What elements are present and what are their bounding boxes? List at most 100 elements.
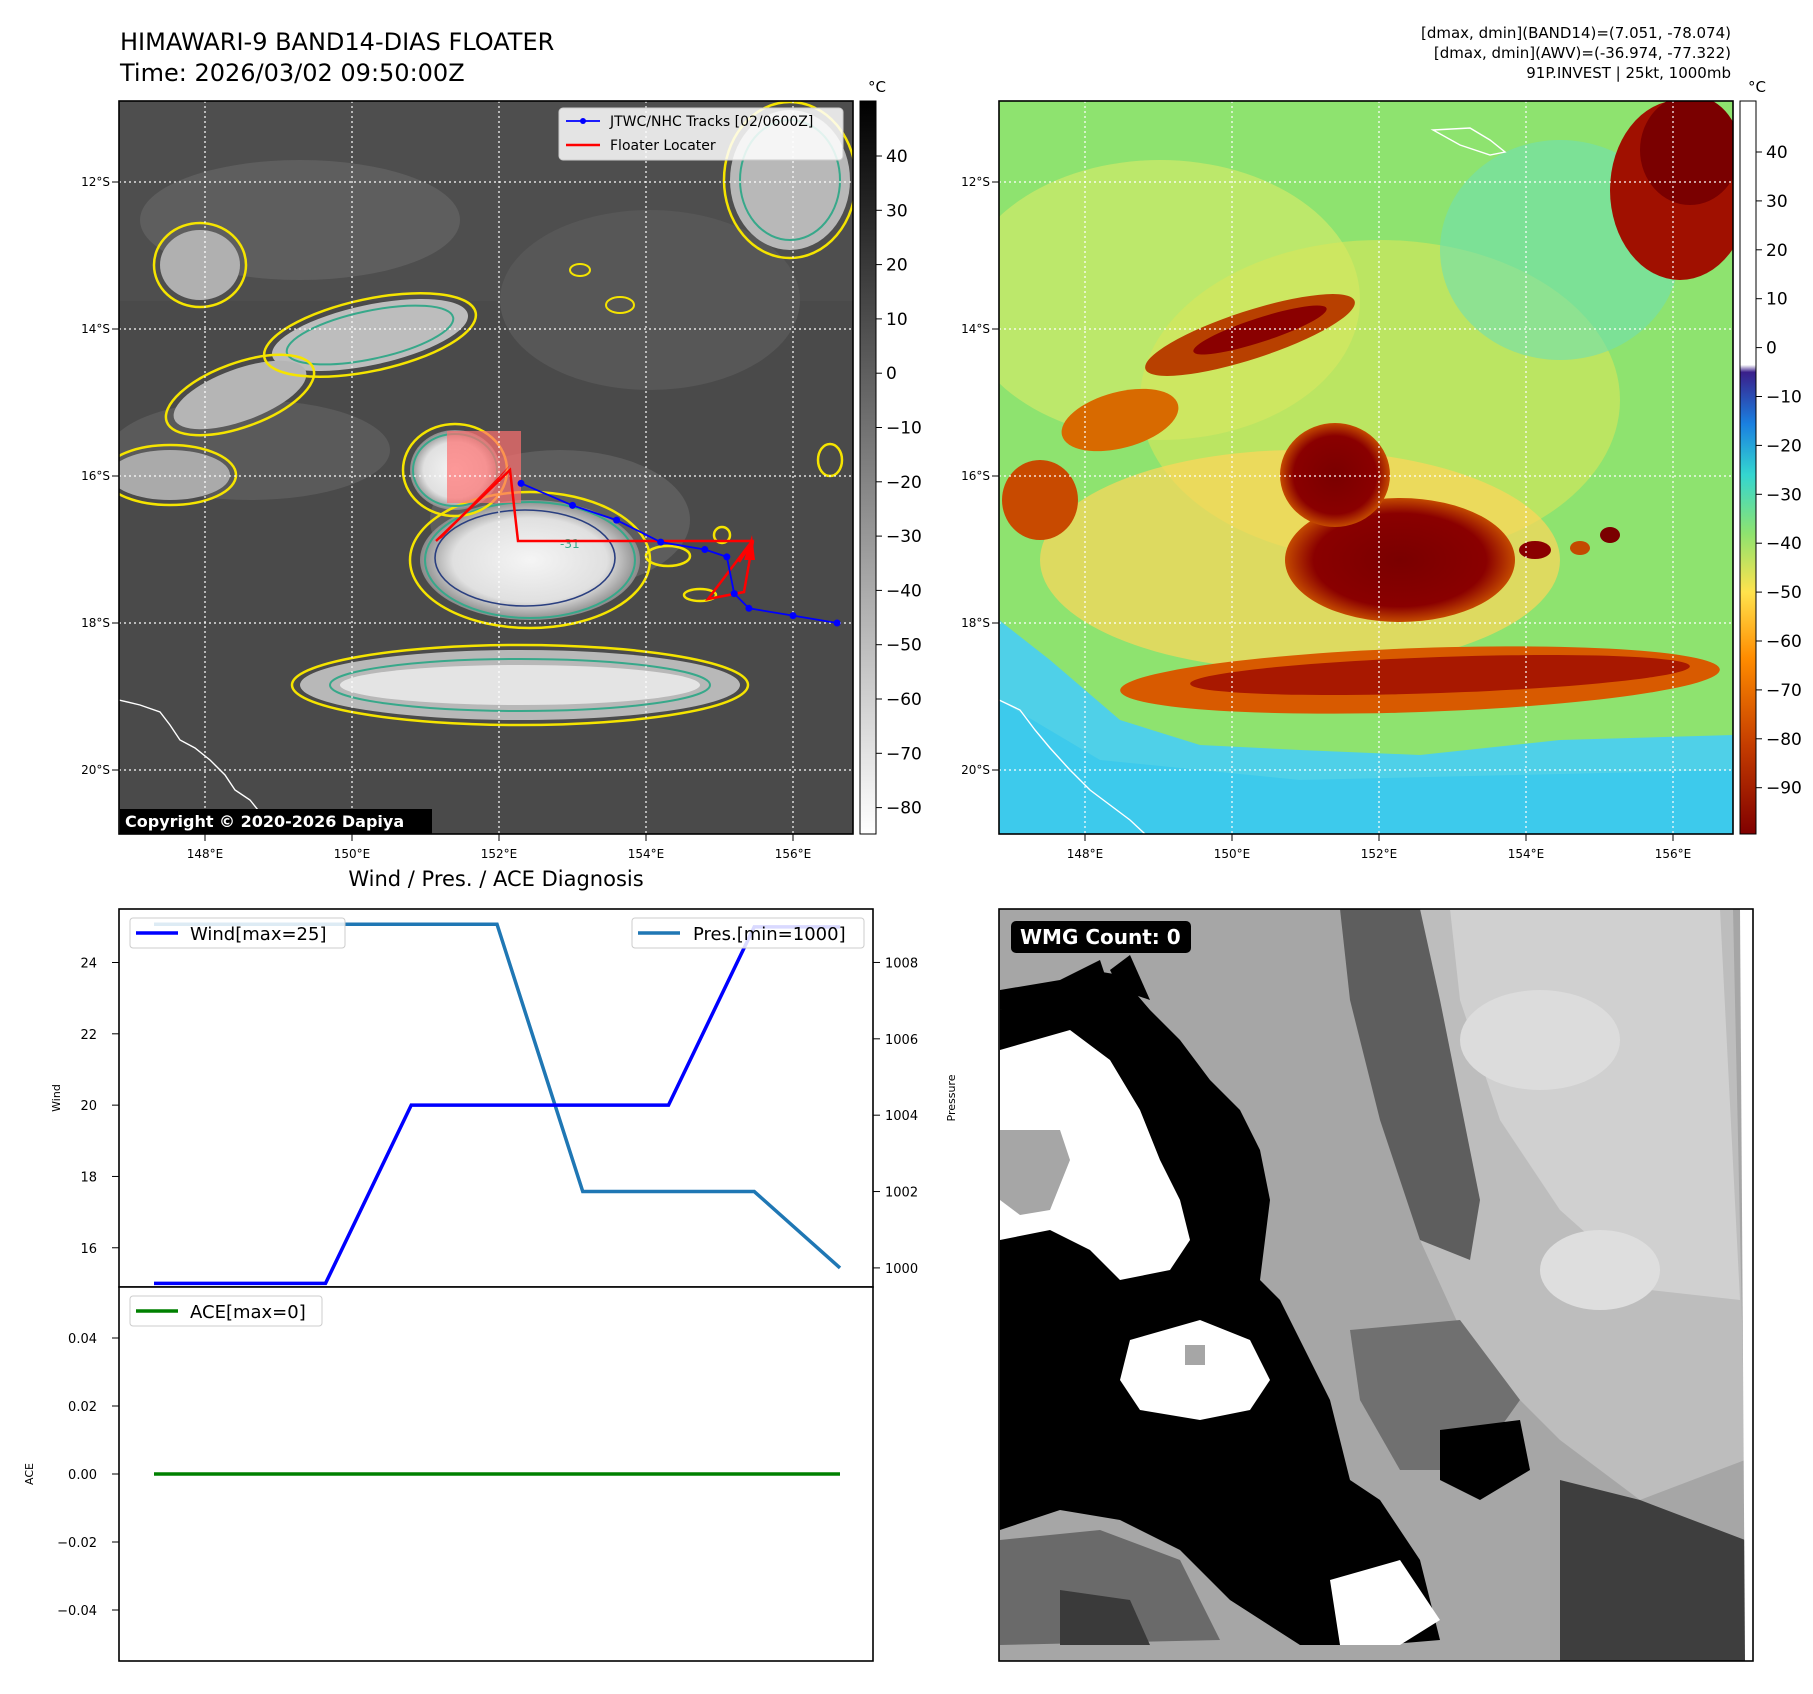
awv-lon-labels: 148°E 150°E 152°E 154°E 156°E bbox=[1067, 834, 1692, 861]
track-point bbox=[701, 546, 709, 553]
colorbar-tick-label: 30 bbox=[1766, 192, 1788, 212]
ir-imagery: -31 bbox=[119, 101, 853, 834]
lat-tick-label: 18°S bbox=[961, 616, 990, 630]
awv-lat-labels: 12°S 14°S 16°S 18°S 20°S bbox=[961, 175, 999, 777]
wmg-count-label: WMG Count: 0 bbox=[1020, 925, 1181, 949]
copyright-badge bbox=[120, 809, 432, 834]
colorbar-tick-label: −80 bbox=[886, 799, 922, 819]
pressure-tick-label: 1006 bbox=[885, 1033, 918, 1048]
legend-tracks: JTWC/NHC Tracks [02/0600Z] bbox=[609, 114, 813, 130]
lon-tick-label: 156°E bbox=[1655, 847, 1692, 861]
pressure-tick-label: 1002 bbox=[885, 1186, 918, 1201]
lat-tick-label: 12°S bbox=[81, 175, 110, 189]
colorbar-tick-label: 20 bbox=[886, 256, 908, 276]
colorbar-tick-label: 0 bbox=[886, 364, 897, 384]
ir-lat-labels: 12°S 14°S 16°S 18°S 20°S bbox=[81, 175, 119, 777]
wind-legend-label: Wind[max=25] bbox=[190, 924, 327, 945]
pressure-legend: Pres.[min=1000] bbox=[631, 917, 865, 949]
pressure-tick-label: 1004 bbox=[885, 1109, 918, 1124]
wind-series-line bbox=[154, 925, 840, 1286]
lon-tick-label: 154°E bbox=[628, 847, 665, 861]
legend-locater: Floater Locater bbox=[610, 138, 716, 154]
gray-colorbar-unit: °C bbox=[868, 78, 886, 96]
track-point bbox=[613, 516, 621, 524]
lat-tick-label: 20°S bbox=[81, 763, 110, 777]
pressure-tick-label: 1008 bbox=[885, 956, 918, 971]
colorbar-tick-label: −10 bbox=[1766, 388, 1802, 408]
track-point bbox=[745, 604, 753, 612]
colorbar-tick-label: −70 bbox=[886, 744, 922, 764]
track-point bbox=[730, 590, 738, 598]
pressure-ylabel: Pressure bbox=[945, 1074, 958, 1121]
lat-tick-label: 12°S bbox=[961, 175, 990, 189]
ace-tick-label: 0.04 bbox=[68, 1332, 97, 1347]
lon-tick-label: 148°E bbox=[1067, 847, 1104, 861]
colorbar-tick-label: −70 bbox=[1766, 681, 1802, 701]
diag-title: Wind / Pres. / ACE Diagnosis bbox=[348, 867, 643, 891]
colorbar-tick-label: −30 bbox=[886, 527, 922, 547]
lat-tick-label: 14°S bbox=[81, 322, 110, 336]
ace-tick-label: 0.02 bbox=[68, 1400, 97, 1415]
awv-gridlines bbox=[999, 101, 1733, 834]
wmg-count-badge bbox=[1011, 921, 1191, 953]
awv-map-panel: 148°E 150°E 152°E 154°E 156°E 12°S 14°S 16°S 18… bbox=[961, 100, 1734, 861]
ir-lon-labels: 148°E 150°E 152°E 154°E 156°E bbox=[187, 834, 812, 861]
ace-legend-label: ACE[max=0] bbox=[190, 1302, 306, 1323]
colorbar-tick-label: −40 bbox=[1766, 534, 1802, 554]
colorbar-tick-label: −50 bbox=[886, 636, 922, 656]
ace-y-ticks: 0.04 0.02 0.00 −0.02 −0.04 bbox=[57, 1332, 119, 1619]
colorbar-tick-label: 30 bbox=[886, 201, 908, 221]
jtwc-track-line bbox=[520, 482, 838, 624]
colorbar-tick-label: −60 bbox=[886, 690, 922, 710]
colorbar-tick-label: 40 bbox=[886, 147, 908, 167]
colorbar-tick-label: −30 bbox=[1766, 485, 1802, 505]
colorbar-tick-label: 40 bbox=[1766, 143, 1788, 163]
stats-band14: [dmax, dmin](BAND14)=(7.051, -78.074) bbox=[1421, 24, 1731, 42]
contour-label: -31 bbox=[560, 537, 580, 551]
colorbar-tick-label: −20 bbox=[886, 473, 922, 493]
ace-tick-label: −0.04 bbox=[57, 1604, 97, 1619]
pressure-tick-label: 1000 bbox=[885, 1262, 918, 1277]
lon-tick-label: 156°E bbox=[775, 847, 812, 861]
lon-tick-label: 152°E bbox=[1361, 847, 1398, 861]
track-point bbox=[723, 553, 731, 561]
colorbar-tick-label: −80 bbox=[1766, 730, 1802, 750]
wind-tick-label: 24 bbox=[80, 956, 97, 971]
colorbar-tick-label: −10 bbox=[886, 419, 922, 439]
figure-time: Time: 2026/03/02 09:50:00Z bbox=[119, 59, 465, 87]
track-point bbox=[569, 501, 576, 509]
ir-legend: JTWC/NHC Tracks [02/0600Z] Floater Locat… bbox=[558, 107, 844, 161]
lat-tick-label: 20°S bbox=[961, 763, 990, 777]
track-point bbox=[789, 612, 797, 620]
lon-tick-label: 148°E bbox=[187, 847, 224, 861]
ace-legend: ACE[max=0] bbox=[129, 1295, 323, 1327]
colorbar-tick-label: −50 bbox=[1766, 583, 1802, 603]
lon-tick-label: 150°E bbox=[334, 847, 371, 861]
wmg-imagery bbox=[999, 909, 1753, 1661]
track-point bbox=[657, 538, 665, 546]
lat-tick-label: 14°S bbox=[961, 322, 990, 336]
lat-tick-label: 16°S bbox=[81, 469, 110, 483]
colorbar-tick-label: −60 bbox=[1766, 632, 1802, 652]
wind-legend: Wind[max=25] bbox=[129, 917, 346, 949]
ace-axes: 0.04 0.02 0.00 −0.02 −0.04 ACE ACE[max=0] bbox=[23, 1286, 874, 1662]
wind-tick-label: 16 bbox=[80, 1242, 97, 1257]
wind-tick-label: 18 bbox=[80, 1170, 97, 1185]
colorbar-tick-label: 20 bbox=[1766, 241, 1788, 261]
track-point bbox=[833, 619, 841, 627]
wind-tick-label: 20 bbox=[80, 1099, 97, 1114]
wind-tick-label: 22 bbox=[80, 1028, 97, 1043]
floater-box bbox=[447, 431, 521, 503]
ir-map-panel: -31 JTWC/NHC Tracks [02/0600Z] Floater L… bbox=[81, 100, 854, 861]
colorbar-tick-label: 10 bbox=[886, 310, 908, 330]
stats-storm: 91P.INVEST | 25kt, 1000mb bbox=[1526, 64, 1731, 82]
colorbar-tick-label: −40 bbox=[886, 581, 922, 601]
lon-tick-label: 154°E bbox=[1508, 847, 1545, 861]
colorbar-tick-label: 0 bbox=[1766, 339, 1777, 359]
wind-pres-axes: 24 22 20 18 16 1008 1006 1004 1002 1000 Wind Pre… bbox=[50, 908, 958, 1288]
ir-gridlines bbox=[119, 101, 853, 834]
colorbar-tick-label: −90 bbox=[1766, 779, 1802, 799]
track-point bbox=[517, 479, 525, 487]
gray-colorbar: °C 40 30 20 10 0 −10 −20 −30 −40 −50 −60 −70 −80 bbox=[859, 78, 922, 835]
